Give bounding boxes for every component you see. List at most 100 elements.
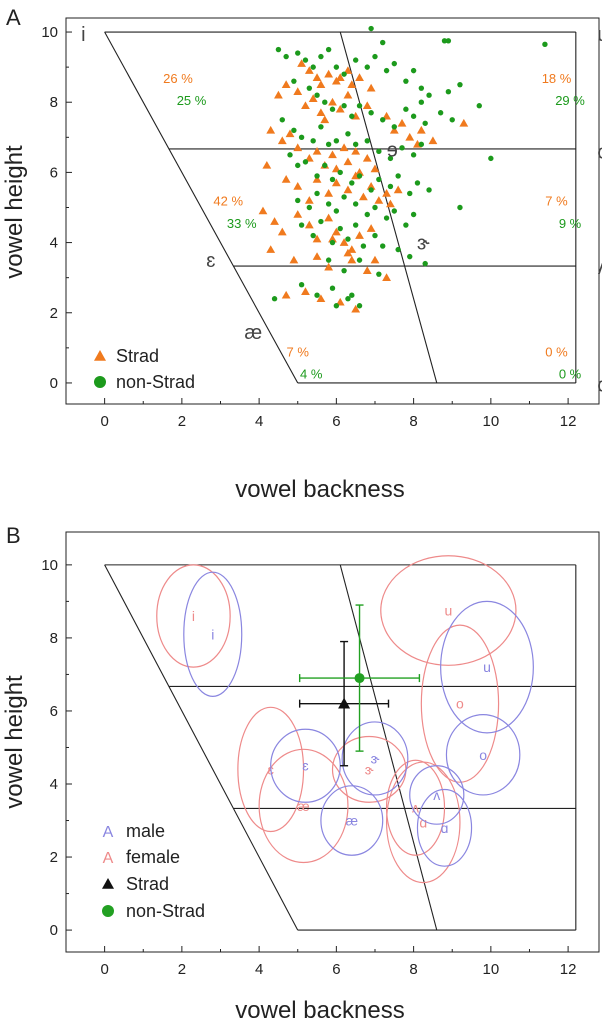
non-strad-point <box>310 64 316 70</box>
panel-a-frame <box>65 17 600 405</box>
strad-point <box>316 80 326 88</box>
strad-point <box>266 125 276 134</box>
panel-a-label: A <box>6 5 21 30</box>
non-strad-point <box>333 138 340 144</box>
strad-point <box>316 108 326 117</box>
non-strad-point <box>329 239 336 246</box>
strad-point <box>370 164 380 173</box>
strad-point <box>397 118 407 127</box>
non-strad-point <box>488 155 494 162</box>
non-strad-point <box>410 152 417 158</box>
legend-non-strad-mean-marker <box>102 905 114 917</box>
female-ellipse <box>380 555 517 666</box>
non-strad-percentage: 29 % <box>555 93 585 108</box>
quad-a-left-edge <box>104 31 299 384</box>
legend-b-label: male <box>126 821 165 841</box>
legend-strad-mean-marker <box>102 878 114 889</box>
non-strad-point <box>279 117 285 123</box>
strad-point <box>459 118 469 127</box>
female-ellipse <box>385 759 446 856</box>
axis-a-x-tick-label: 0 <box>100 413 108 430</box>
y-axis-title-b: vowel height <box>1 675 28 809</box>
legend-a: Strad non-Strad <box>94 346 195 392</box>
strad-point <box>324 69 334 78</box>
strad-point <box>382 189 391 197</box>
strad-point <box>370 255 380 264</box>
non-strad-point <box>445 88 452 95</box>
non-strad-point <box>271 296 278 302</box>
non-strad-point <box>437 110 444 116</box>
non-strad-point <box>364 64 370 70</box>
axis-b-y-tick-label: 8 <box>50 630 58 647</box>
vowel-label-i: i <box>81 24 85 46</box>
female-ellipse <box>156 564 231 668</box>
non-strad-point <box>457 204 463 211</box>
non-strad-point <box>314 292 320 298</box>
strad-percentage: 0 % <box>545 345 568 360</box>
non-strad-point <box>341 103 347 109</box>
non-strad-point <box>302 159 309 165</box>
female-vowel-label: i <box>192 608 195 624</box>
male-ellipse <box>183 571 243 697</box>
axis-b-x-tick-label: 0 <box>100 961 108 978</box>
non-strad-point <box>449 117 455 123</box>
non-strad-point <box>345 296 351 302</box>
non-strad-point <box>322 162 328 169</box>
male-vowel-label: o <box>479 747 487 763</box>
strad-point <box>362 153 372 162</box>
female-ellipse <box>258 748 349 864</box>
male-ellipse <box>440 600 534 734</box>
strad-point <box>312 73 322 81</box>
axis-a-x-tick-label: 12 <box>560 413 577 430</box>
male-vowel-label: æ <box>346 813 358 829</box>
non-strad-point <box>422 260 428 267</box>
non-strad-point <box>345 236 351 242</box>
strad-point <box>281 80 291 88</box>
non-strad-point <box>376 176 382 183</box>
non-strad-percentage: 25 % <box>177 93 207 108</box>
strad-mean-marker <box>338 697 351 709</box>
axis-a-x-tick-label: 10 <box>483 413 500 430</box>
strad-point <box>343 157 353 166</box>
non-strad-point <box>356 103 363 109</box>
female-vowel-label: u <box>444 603 452 619</box>
non-strad-point <box>310 138 316 144</box>
non-strad-point <box>298 222 305 228</box>
strad-percentage: 7 % <box>545 194 568 209</box>
legend-non-strad-label: non-Strad <box>116 372 195 392</box>
axes-a: 0 2 4 6 8 10 12 0 2 4 6 8 10 <box>41 24 576 430</box>
non-strad-point <box>418 141 425 148</box>
non-strad-point <box>395 246 401 253</box>
strad-point <box>308 94 318 103</box>
axis-b-x-tick-label: 12 <box>560 961 577 978</box>
strad-point <box>304 196 314 204</box>
strad-percentage: 42 % <box>213 194 243 209</box>
non-strad-point <box>414 180 421 186</box>
strad-point <box>428 136 438 145</box>
strad-point <box>355 73 364 81</box>
strad-point <box>258 206 268 215</box>
non-strad-point <box>349 180 355 186</box>
strad-point <box>386 199 395 208</box>
strad-point <box>293 182 303 190</box>
strad-point <box>312 175 322 183</box>
strad-percentage: 26 % <box>163 71 193 86</box>
panel-b-label: B <box>6 523 21 548</box>
axis-a-y-tick-label: 8 <box>50 94 58 111</box>
strad-point <box>281 175 291 183</box>
strad-point <box>347 255 357 264</box>
non-strad-point <box>380 39 386 46</box>
non-strad-point <box>352 141 359 148</box>
strad-point <box>366 224 376 232</box>
non-strad-point <box>325 141 332 148</box>
strad-point <box>277 136 287 145</box>
male-ellipse <box>320 785 384 856</box>
non-strad-point <box>329 176 336 183</box>
female-ellipse <box>237 706 305 833</box>
non-strad-point <box>352 57 359 63</box>
strad-point <box>347 80 357 88</box>
strad-point <box>355 231 364 239</box>
axis-b-y-tick-label: 0 <box>50 922 58 939</box>
